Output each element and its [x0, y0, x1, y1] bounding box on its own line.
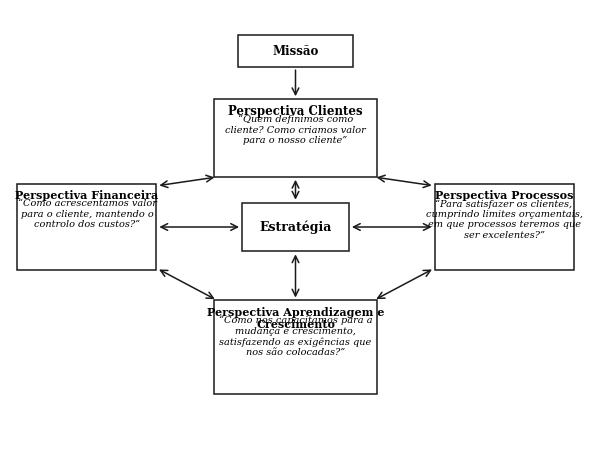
Text: Perspectiva Clientes: Perspectiva Clientes: [228, 105, 363, 118]
Text: “Para satisfazer os clientes,
cumprindo limites orçamentais,
em que processos te: “Para satisfazer os clientes, cumprindo …: [426, 199, 583, 240]
FancyBboxPatch shape: [18, 183, 157, 271]
Text: “Como acrescentamos valor
para o cliente, mantendo o
controlo dos custos?”: “Como acrescentamos valor para o cliente…: [18, 199, 157, 229]
Text: “Como nos capacitamos para a
mudança e crescimento,
satisfazendo as exigências q: “Como nos capacitamos para a mudança e c…: [219, 316, 372, 357]
Text: Missão: Missão: [272, 45, 319, 58]
FancyBboxPatch shape: [215, 99, 376, 177]
Text: “Quem definimos como
cliente? Como criamos valor
para o nosso cliente”: “Quem definimos como cliente? Como criam…: [225, 115, 366, 145]
FancyBboxPatch shape: [242, 202, 349, 252]
Text: Estratégia: Estratégia: [259, 220, 332, 234]
Text: Perspectiva Financeira: Perspectiva Financeira: [15, 190, 158, 201]
Text: Perspectiva Aprendizagem e
Crescimento: Perspectiva Aprendizagem e Crescimento: [207, 306, 384, 331]
FancyBboxPatch shape: [434, 183, 573, 271]
FancyBboxPatch shape: [238, 35, 353, 67]
Text: Perspectiva Processos: Perspectiva Processos: [435, 190, 573, 201]
FancyBboxPatch shape: [215, 301, 376, 394]
